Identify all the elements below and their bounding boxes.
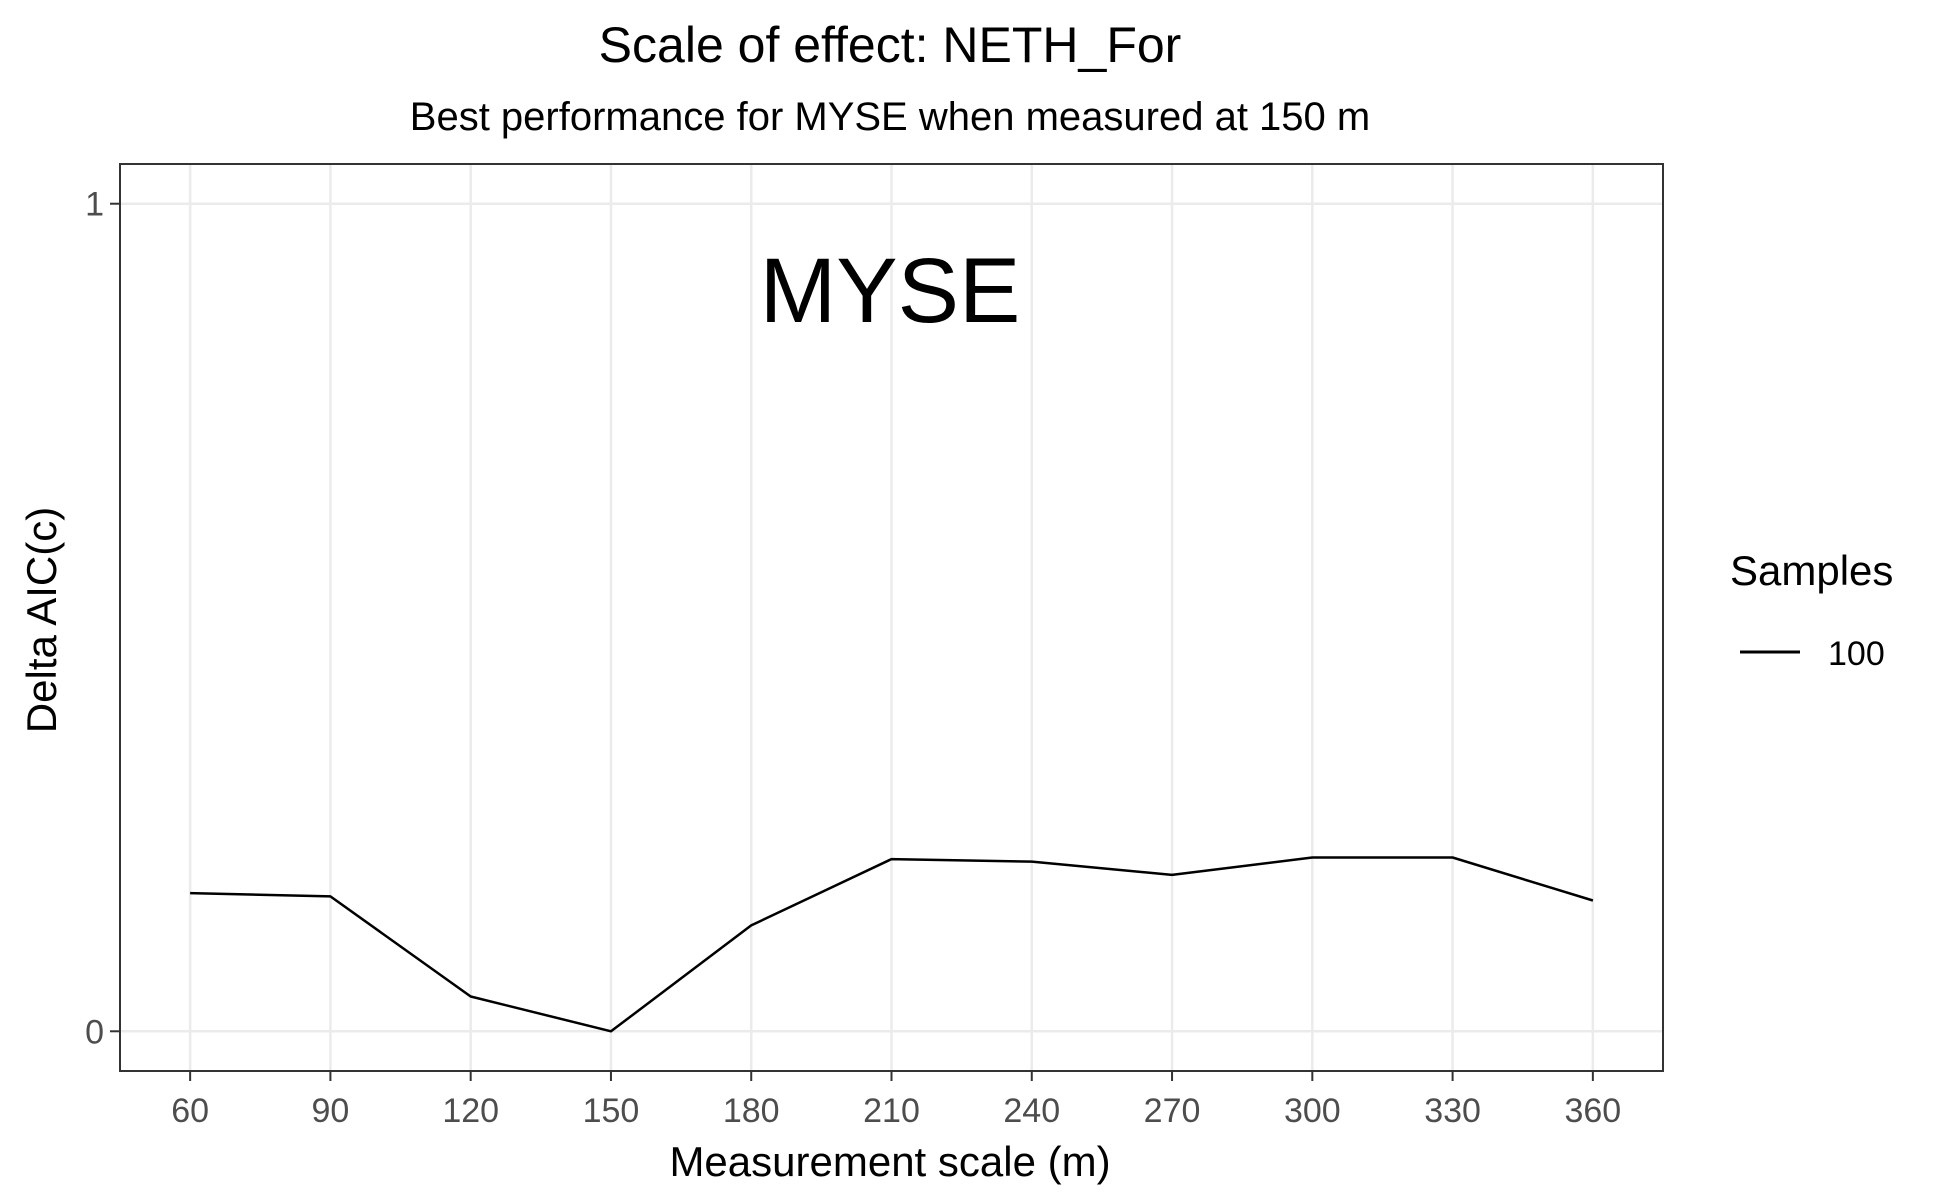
- x-tick-label: 300: [1284, 1092, 1341, 1130]
- x-tick-label: 150: [583, 1092, 640, 1130]
- x-tick-label: 180: [723, 1092, 780, 1130]
- x-tick-label: 60: [171, 1092, 209, 1130]
- x-tick-label: 120: [442, 1092, 499, 1130]
- series-lines: [190, 856, 1594, 1033]
- x-tick-label: 210: [863, 1092, 920, 1130]
- x-tick-label: 360: [1564, 1092, 1621, 1130]
- x-axis-ticks: 60 90 120 150 180 210 240 270 300 330 360: [171, 1071, 1621, 1130]
- x-tick-label: 270: [1144, 1092, 1201, 1130]
- chart-title: Scale of effect: NETH_For: [599, 17, 1182, 73]
- y-tick-label: 1: [85, 186, 104, 224]
- panel-annotation: MYSE: [760, 240, 1021, 342]
- x-axis-title: Measurement scale (m): [669, 1138, 1110, 1185]
- x-tick-label: 90: [311, 1092, 349, 1130]
- gridlines: [120, 164, 1663, 1071]
- y-axis-ticks: 01: [85, 186, 120, 1051]
- series-line-100: [190, 856, 1594, 1033]
- chart-subtitle: Best performance for MYSE when measured …: [410, 95, 1370, 139]
- x-tick-label: 240: [1003, 1092, 1060, 1130]
- legend: Samples 100: [1730, 547, 1893, 673]
- y-tick-label: 0: [85, 1013, 104, 1051]
- legend-label-100: 100: [1828, 635, 1885, 673]
- x-tick-label: 330: [1424, 1092, 1481, 1130]
- y-axis-title: Delta AIC(c): [18, 507, 65, 733]
- legend-title: Samples: [1730, 547, 1893, 594]
